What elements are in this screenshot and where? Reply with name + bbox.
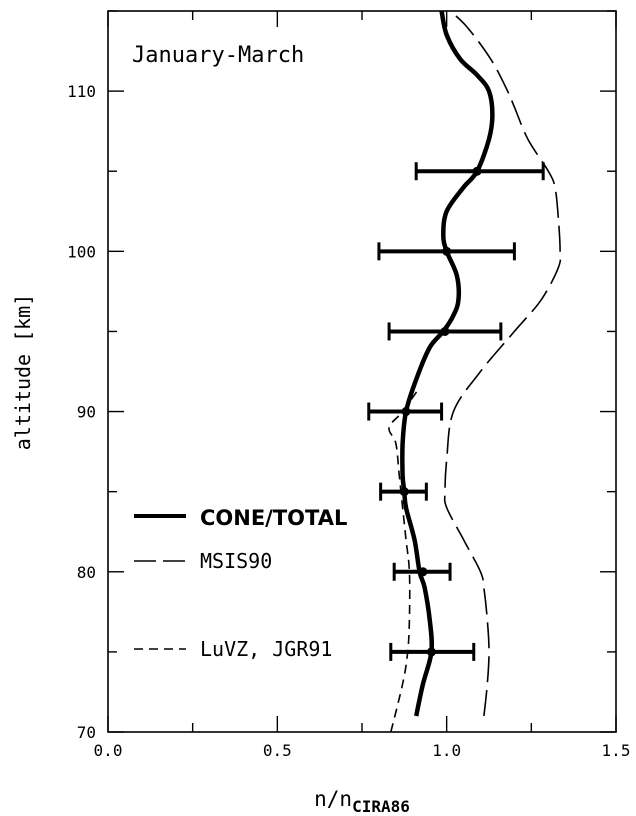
x-axis-label-subscript: CIRA86 (352, 797, 410, 816)
series-line-0 (400, 10, 495, 717)
x-tick-label: 0.0 (94, 741, 123, 760)
error-bar (414, 162, 545, 181)
error-bar (389, 642, 476, 661)
x-tick-label: 1.5 (602, 741, 631, 760)
data-point (418, 567, 428, 577)
legend-label-luvz: LuVZ, JGR91 (200, 637, 332, 661)
y-tick-label: 100 (67, 242, 96, 261)
legend: CONE/TOTAL MSIS90 LuVZ, JGR91 (134, 506, 347, 661)
chart-title: January-March (132, 43, 304, 68)
error-bar (377, 242, 516, 261)
x-axis-label: n/nCIRA86 (314, 787, 410, 816)
series-line-2 (388, 387, 421, 733)
error-bar (392, 562, 452, 581)
legend-label-msis90: MSIS90 (200, 549, 272, 573)
legend-label-cone-total: CONE/TOTAL (200, 506, 347, 530)
data-point (399, 487, 409, 497)
axes: 70 80 90 100 110 0.0 0.5 1.0 1.5 (67, 10, 631, 760)
y-axis-label: altitude [km] (11, 294, 35, 451)
x-tick-label: 0.5 (263, 741, 292, 760)
data-point (442, 246, 452, 256)
y-tick-label: 90 (77, 403, 96, 422)
error-bar (367, 402, 444, 421)
error-bars (367, 162, 545, 661)
y-tick-label: 110 (67, 82, 96, 101)
data-point (440, 326, 450, 336)
error-bar (379, 482, 428, 501)
x-tick-label: 1.0 (432, 741, 461, 760)
data-point (401, 407, 411, 417)
error-bar (387, 322, 503, 341)
x-axis-label-main: n/n (314, 787, 352, 811)
data-point (472, 166, 482, 176)
series-layer (388, 10, 562, 733)
y-tick-label: 80 (77, 563, 96, 582)
plot-frame (107, 10, 617, 733)
data-point (426, 647, 436, 657)
series-line-1 (443, 10, 562, 717)
y-tick-label: 70 (77, 723, 96, 742)
